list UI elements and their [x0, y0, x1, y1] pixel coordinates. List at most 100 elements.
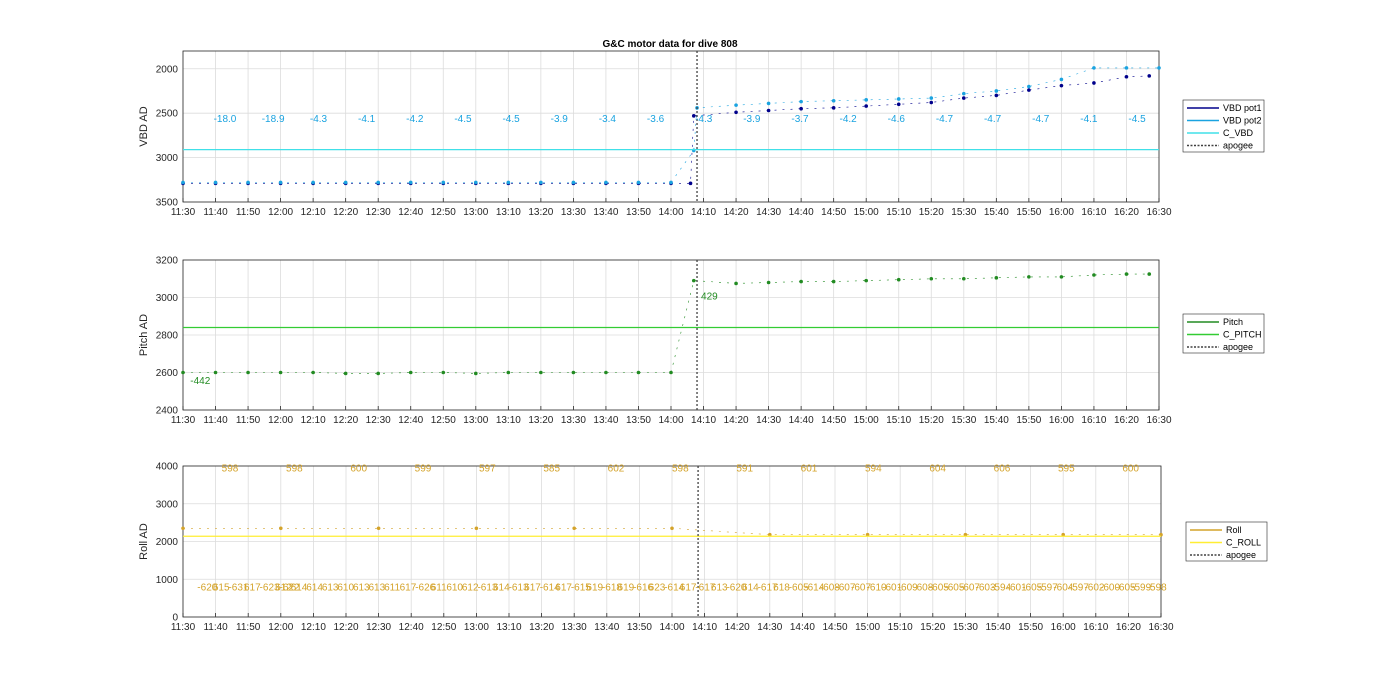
- plot-frame: [182, 50, 1160, 203]
- data-label: 598: [286, 464, 303, 475]
- data-point: [831, 98, 836, 103]
- data-point: [1124, 272, 1129, 276]
- x-tick-label: 12:20: [333, 207, 358, 218]
- legend-entry: Pitch: [1223, 317, 1243, 327]
- data-label: 598: [672, 464, 689, 475]
- data-label: -4.7: [936, 114, 954, 125]
- x-tick-label: 12:30: [366, 207, 391, 218]
- data-point: [929, 276, 934, 281]
- data-point: [831, 106, 836, 110]
- x-tick-label: 11:50: [236, 415, 261, 426]
- data-label: 595: [1058, 464, 1075, 475]
- x-tick-label: 13:30: [562, 622, 587, 633]
- x-tick-label: 11:50: [236, 207, 261, 218]
- data-label: 617: [244, 583, 261, 594]
- data-label: -609: [898, 583, 918, 594]
- subplot-2: 11:30 11:40 11:50 12:00 12:10 12:20 12:30 12:40…: [138, 256, 1265, 426]
- data-point: [1147, 272, 1152, 276]
- x-tick-label: 12:10: [301, 207, 326, 218]
- data-point: [1147, 74, 1152, 78]
- x-tick-label: 15:10: [888, 622, 913, 633]
- data-label: 604: [929, 464, 946, 475]
- data-label: -597: [1038, 583, 1058, 594]
- x-tick-label: 15:00: [855, 622, 880, 633]
- data-label: -623-622: [260, 583, 300, 594]
- x-tick-label: 14:40: [789, 415, 814, 426]
- x-tick-label: 13:50: [626, 415, 651, 426]
- x-tick-label: 15:40: [984, 415, 1009, 426]
- x-tick-label: 13:40: [594, 622, 619, 633]
- legend-entry: VBD pot2: [1223, 116, 1262, 126]
- data-label: 597: [479, 464, 496, 475]
- x-tick-label: 12:20: [333, 415, 358, 426]
- data-label: -617: [758, 583, 778, 594]
- data-point: [864, 104, 868, 108]
- data-point: [539, 370, 543, 375]
- data-point: [1124, 74, 1129, 79]
- data-point: [768, 532, 772, 537]
- x-tick-label: 15:00: [854, 415, 879, 426]
- figure-title: G&C motor data for dive 808: [602, 39, 737, 50]
- data-point: [376, 371, 381, 376]
- data-label: -598: [1147, 583, 1167, 594]
- x-tick-label: 14:20: [724, 207, 749, 218]
- data-label: -4.3: [310, 114, 328, 125]
- x-tick-label: 13:50: [627, 622, 652, 633]
- data-label: -3.6: [647, 114, 665, 125]
- data-point: [734, 103, 738, 107]
- data-point: [441, 370, 446, 375]
- data-point: [994, 93, 999, 98]
- legend-entry: C_PITCH: [1223, 330, 1262, 340]
- data-point: [799, 106, 803, 111]
- data-label: -601: [1007, 583, 1027, 594]
- x-tick-label: 14:50: [821, 415, 846, 426]
- data-label: -604: [1053, 583, 1073, 594]
- data-label: 614: [291, 583, 308, 594]
- x-tick-label: 15:40: [984, 207, 1009, 218]
- data-point: [963, 532, 968, 537]
- data-point: [636, 370, 641, 375]
- data-point: [669, 370, 673, 375]
- data-label: 615: [213, 583, 230, 594]
- x-tick-label: 13:10: [496, 415, 521, 426]
- x-tick-label: 16:30: [1148, 622, 1173, 633]
- y-tick-label: 2000: [156, 537, 179, 548]
- legend-entry: apogee: [1226, 550, 1256, 560]
- data-point: [474, 526, 479, 531]
- data-label: -4.2: [840, 114, 858, 125]
- legend-entry: C_VBD: [1223, 128, 1254, 138]
- x-tick-label: 11:30: [171, 207, 196, 218]
- data-label: -608: [820, 583, 840, 594]
- y-axis-label: Pitch AD: [138, 314, 150, 356]
- x-tick-label: 16:30: [1146, 415, 1171, 426]
- x-tick-label: 15:20: [919, 207, 944, 218]
- data-label: -626: [415, 583, 435, 594]
- y-tick-label: 3000: [156, 499, 179, 510]
- data-label: -605: [1022, 583, 1042, 594]
- data-point: [734, 110, 738, 115]
- y-tick-label: 4000: [156, 462, 179, 473]
- data-label: -4.1: [358, 114, 376, 125]
- data-label: -605: [929, 583, 949, 594]
- data-point: [441, 180, 446, 185]
- data-label: -605: [789, 583, 809, 594]
- data-label: 614: [493, 583, 510, 594]
- data-label: 618: [773, 583, 790, 594]
- data-label: 591: [736, 464, 753, 475]
- x-tick-label: 15:30: [951, 207, 976, 218]
- x-tick-label: 12:00: [268, 207, 293, 218]
- data-label: -3.7: [791, 114, 809, 125]
- data-label: -613: [509, 583, 529, 594]
- data-label: 606: [994, 464, 1011, 475]
- data-label: 614: [306, 583, 323, 594]
- x-tick-label: 12:40: [398, 415, 423, 426]
- data-point: [246, 370, 250, 375]
- data-point: [376, 180, 381, 185]
- x-tick-label: 14:00: [658, 415, 683, 426]
- subplots: 11:30 11:40 11:50 12:00 12:10 12:20 12:30 12:40…: [138, 50, 1268, 633]
- data-label: -18.9: [262, 114, 285, 125]
- data-point: [213, 370, 218, 375]
- data-point: [994, 276, 999, 280]
